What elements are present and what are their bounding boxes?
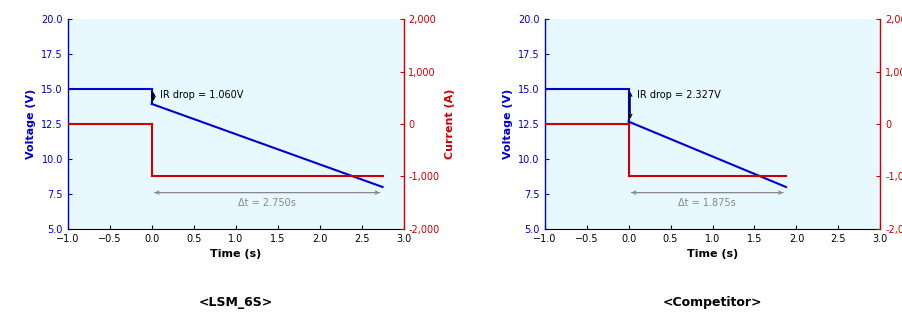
Text: Δt = 1.875s: Δt = 1.875s: [677, 198, 735, 208]
Y-axis label: Voltage (V): Voltage (V): [25, 89, 36, 159]
Y-axis label: Voltage (V): Voltage (V): [502, 89, 512, 159]
Text: Δt = 2.750s: Δt = 2.750s: [238, 198, 296, 208]
Text: IR drop = 2.327V: IR drop = 2.327V: [636, 90, 720, 100]
Y-axis label: Current (A): Current (A): [445, 89, 455, 159]
X-axis label: Time (s): Time (s): [686, 249, 737, 259]
Text: <LSM_6S>: <LSM_6S>: [198, 296, 272, 309]
X-axis label: Time (s): Time (s): [210, 249, 261, 259]
Text: IR drop = 1.060V: IR drop = 1.060V: [160, 90, 244, 100]
Text: <Competitor>: <Competitor>: [662, 296, 761, 309]
